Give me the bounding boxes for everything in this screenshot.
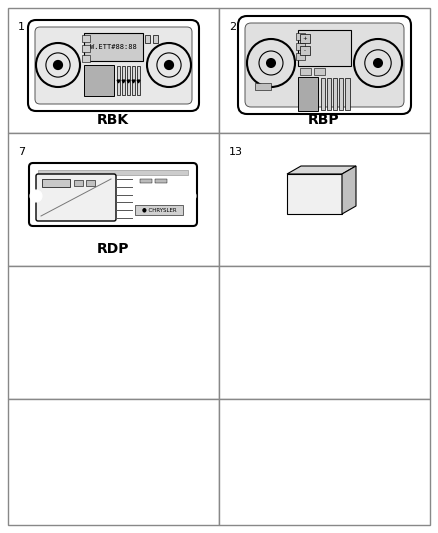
Circle shape	[267, 59, 276, 67]
FancyBboxPatch shape	[238, 16, 411, 114]
Bar	[255, 83, 271, 90]
Bar	[300, 46, 310, 55]
Bar	[300, 68, 311, 75]
Text: W.ETT#88:88: W.ETT#88:88	[90, 44, 137, 50]
Bar	[296, 53, 305, 60]
Bar	[38, 170, 188, 175]
Circle shape	[374, 59, 382, 67]
Text: -: -	[304, 48, 306, 53]
Bar	[84, 65, 113, 96]
Bar	[321, 78, 325, 110]
Bar	[219, 133, 430, 266]
Bar	[339, 78, 343, 110]
Text: 1: 1	[18, 22, 25, 32]
Circle shape	[30, 190, 42, 202]
Circle shape	[165, 61, 173, 69]
Text: RDP: RDP	[97, 242, 129, 256]
Bar	[86, 180, 95, 186]
Bar	[327, 78, 331, 110]
Bar	[8, 8, 219, 133]
Bar	[8, 133, 219, 266]
Bar	[314, 68, 325, 75]
Bar	[117, 66, 120, 95]
Text: 2: 2	[229, 22, 236, 32]
FancyBboxPatch shape	[29, 163, 197, 226]
Bar	[219, 8, 430, 133]
Bar	[82, 45, 90, 52]
Bar	[82, 35, 90, 42]
FancyBboxPatch shape	[245, 23, 404, 107]
Bar	[82, 55, 90, 62]
FancyBboxPatch shape	[36, 174, 116, 221]
Bar	[8, 399, 219, 525]
Bar	[345, 78, 350, 110]
Bar	[74, 180, 83, 186]
Bar	[145, 35, 150, 43]
Text: 7: 7	[18, 147, 25, 157]
Bar	[127, 66, 130, 95]
Bar	[132, 66, 135, 95]
Polygon shape	[342, 166, 356, 214]
Text: +: +	[303, 36, 307, 41]
Bar	[8, 266, 219, 399]
Bar	[155, 179, 167, 183]
FancyBboxPatch shape	[35, 27, 192, 104]
Bar	[333, 78, 337, 110]
Text: RBK: RBK	[97, 113, 129, 127]
Bar	[219, 266, 430, 399]
Bar	[137, 66, 140, 95]
Polygon shape	[287, 166, 356, 174]
Bar	[153, 35, 158, 43]
FancyBboxPatch shape	[28, 20, 199, 111]
Bar	[42, 179, 70, 187]
Bar	[296, 33, 305, 40]
Bar	[84, 33, 143, 61]
Bar	[298, 30, 351, 66]
Bar	[219, 399, 430, 525]
Bar	[122, 66, 125, 95]
Bar	[140, 179, 152, 183]
Bar	[298, 77, 318, 111]
Bar	[135, 205, 183, 215]
Text: RBP: RBP	[308, 113, 340, 127]
Text: ● CHRYSLER: ● CHRYSLER	[141, 207, 177, 213]
Bar	[300, 34, 310, 43]
Bar	[296, 43, 305, 50]
Polygon shape	[287, 174, 342, 214]
Circle shape	[184, 190, 196, 202]
Circle shape	[53, 61, 62, 69]
Text: 13: 13	[229, 147, 243, 157]
